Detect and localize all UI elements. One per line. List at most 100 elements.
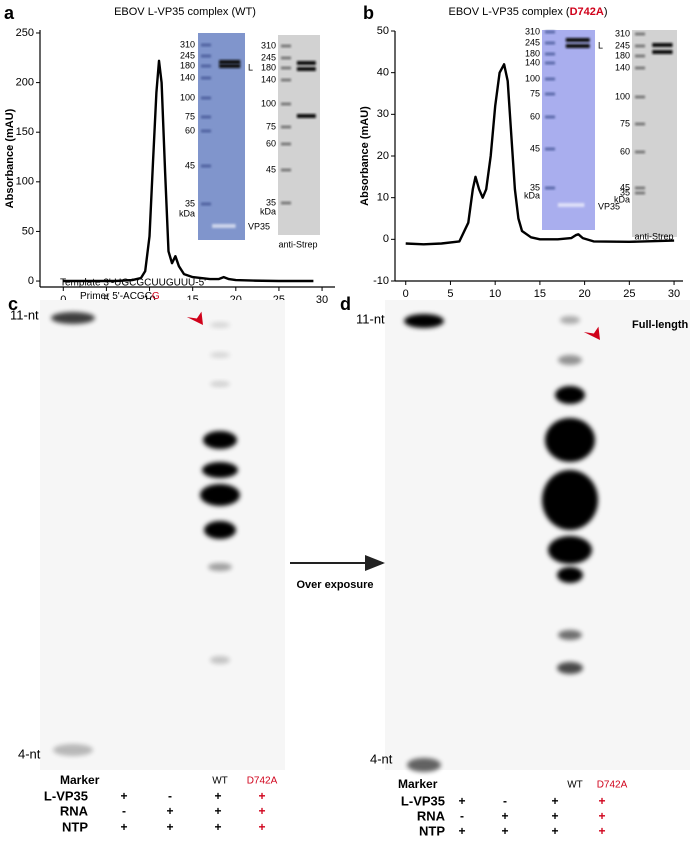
ladder-band [281,102,291,106]
y-tick-label: 30 [377,108,389,120]
row-sign: + [598,794,605,808]
chart-title: EBOV L-VP35 complex (D742A) [449,6,608,18]
ladder-band [201,96,211,100]
y-tick-label: 10 [377,192,389,204]
row-sign: + [258,804,265,818]
row-sign: - [122,804,126,818]
size-marker: 4-nt [18,746,41,761]
ladder-band [545,186,555,190]
row-label: RNA [417,808,446,823]
ladder-label: 45 [530,143,540,153]
gel-inset [632,30,677,237]
ladder-label: 310 [615,28,630,38]
ladder-label: kDa [179,208,195,218]
row-sign: + [214,820,221,834]
ladder-label: 35 [185,198,195,208]
row-label: NTP [62,819,88,834]
primer-part: G [152,291,160,302]
gel-band [557,567,583,583]
ladder-label: 35 [620,187,630,197]
band-label: L [598,40,603,50]
table-header: WT [567,780,583,791]
ladder-band [281,66,291,70]
x-tick-label: 5 [447,288,453,300]
gel-band [204,521,236,539]
ladder-label: 245 [615,40,630,50]
row-label: RNA [60,803,89,818]
protein-band [219,64,241,68]
ladder-label: 60 [185,125,195,135]
y-axis-title: Absorbance (mAU) [359,106,371,206]
title-part: ) [604,6,608,18]
y-tick-label: -10 [373,275,389,287]
ladder-label: 75 [185,111,195,121]
row-sign: + [120,820,127,834]
protein-band [557,203,585,207]
gel-band [202,462,238,478]
ladder-label: kDa [614,194,630,204]
ladder-label: 75 [620,118,630,128]
y-tick-label: 150 [16,126,34,138]
row-sign: + [166,820,173,834]
ladder-band [201,43,211,47]
primer-seq: Primer 5'-ACGCG [80,291,160,302]
row-sign: - [460,809,464,823]
ladder-label: 140 [180,72,195,82]
ladder-band [635,66,645,70]
y-tick-label: 100 [16,176,34,188]
ladder-label: 60 [530,111,540,121]
ladder-label: 310 [261,40,276,50]
x-tick-label: 25 [623,288,635,300]
ladder-band [281,168,291,172]
ladder-label: 180 [180,60,195,70]
ladder-label: 245 [261,52,276,62]
y-tick-label: 250 [16,27,34,39]
gel-band [557,662,583,674]
ladder-label: 45 [185,160,195,170]
ladder-band [201,115,211,119]
ladder-band [545,115,555,119]
gel-band [558,355,582,365]
ladder-band [201,202,211,206]
table-header: D742A [597,780,628,791]
ladder-label: kDa [524,190,540,200]
ladder-band [281,56,291,60]
ladder-label: 35 [530,182,540,192]
ladder-band [201,64,211,68]
ladder-band [281,201,291,205]
row-sign: - [503,794,507,808]
ladder-label: 75 [266,121,276,131]
y-tick-label: 0 [383,233,389,245]
row-sign: + [551,809,558,823]
ladder-band [281,142,291,146]
row-sign: + [501,824,508,838]
x-tick-label: 5 [103,294,109,306]
ladder-label: 310 [525,26,540,36]
band-label: VP35 [248,221,270,231]
line-series [63,59,314,283]
band-label: Full-length [632,319,688,331]
row-sign: - [168,789,172,803]
ladder-band [635,122,645,126]
ladder-band [545,77,555,81]
chart-title: EBOV L-VP35 complex (WT) [114,6,256,18]
ladder-label: 45 [266,164,276,174]
protein-band [296,114,316,118]
row-sign: + [214,789,221,803]
arrowhead [583,326,600,340]
ladder-label: 35 [266,197,276,207]
ladder-label: 75 [530,88,540,98]
ladder-label: 310 [180,39,195,49]
ladder-band [635,32,645,36]
table-header: WT [212,776,228,787]
ladder-band [635,95,645,99]
gel-band [407,758,441,772]
ladder-label: 100 [615,91,630,101]
row-sign: + [120,789,127,803]
arrow-label: Over exposure [296,579,373,591]
ladder-label: 60 [266,138,276,148]
primer-part: Primer 5'-ACGC [80,291,152,302]
line-series [405,63,675,246]
x-tick-label: 10 [489,288,501,300]
table-header: Marker [398,777,438,791]
